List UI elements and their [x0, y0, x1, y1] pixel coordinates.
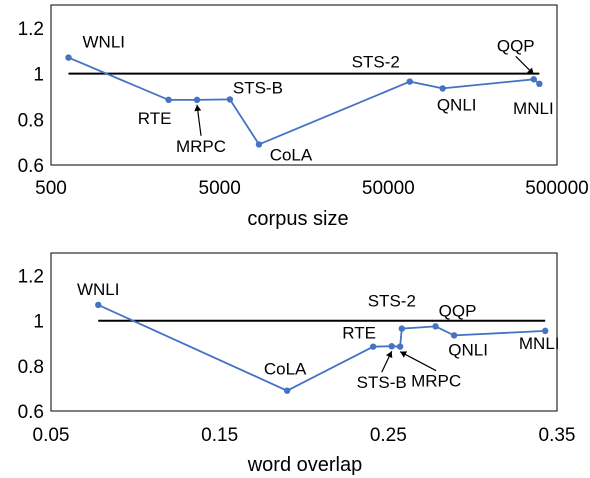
y-tick-label: 0.8	[18, 357, 44, 378]
x-axis-title: corpus size	[247, 208, 348, 230]
data-point-mrpc	[193, 96, 201, 104]
point-label-mrpc: MRPC	[411, 372, 461, 391]
y-tick-label: 1.2	[18, 267, 44, 288]
data-point-qnli	[450, 332, 458, 339]
data-point-sts-2	[398, 325, 406, 332]
data-point-mnli	[536, 80, 543, 88]
point-label-mnli: MNLI	[519, 334, 560, 353]
arrowhead-mrpc	[400, 351, 408, 358]
point-label-sts-2: STS-2	[368, 292, 416, 311]
arrow-mrpc	[399, 351, 437, 372]
label-arrows	[194, 55, 535, 136]
arrowhead-sts-b	[385, 351, 393, 359]
x-tick-label: 0.05	[33, 425, 70, 446]
point-label-cola: CoLA	[270, 145, 313, 164]
point-label-sts-b: STS-B	[357, 373, 407, 392]
data-point-sts-b	[226, 96, 234, 103]
x-axis-title: word overlap	[247, 454, 363, 476]
y-tick-label: 1	[33, 65, 44, 86]
data-point-mnli	[541, 327, 549, 335]
y-tick-label: 0.6	[18, 402, 44, 423]
x-tick-label: 5000	[199, 178, 241, 199]
x-tick-label: 500000	[525, 178, 588, 199]
y-tick-label: 1.2	[18, 19, 44, 40]
data-point-mrpc	[396, 343, 404, 350]
point-label-cola: CoLA	[264, 360, 307, 379]
label-arrows	[381, 350, 437, 373]
data-point-wnli	[65, 54, 72, 61]
point-label-rte: RTE	[138, 109, 172, 128]
y-tick-label: 0.6	[18, 156, 44, 177]
data-points	[65, 54, 543, 148]
x-tick-label: 0.35	[539, 425, 576, 446]
data-point-cola	[255, 141, 263, 148]
arrowhead-qqp	[527, 67, 534, 75]
point-label-mrpc: MRPC	[176, 137, 226, 156]
data-point-sts-2	[406, 78, 413, 85]
point-label-qqp: QQP	[497, 36, 535, 55]
chart-word-overlap: 0.05 0.15 0.25 0.35 0.6 0.8 1 1.2 WNLI CoLA RTE ST…	[18, 252, 576, 476]
plot-frame	[50, 252, 558, 412]
arrowhead-mrpc	[194, 104, 202, 112]
point-label-sts-b: STS-B	[233, 78, 283, 97]
data-point-cola	[283, 387, 291, 394]
data-point-wnli	[95, 301, 102, 309]
x-tick-label: 500	[35, 178, 67, 199]
point-label-mnli: MNLI	[513, 99, 554, 118]
x-tick-label: 0.15	[201, 425, 238, 446]
point-label-qnli: QNLI	[437, 95, 477, 114]
data-point-rte	[369, 343, 377, 350]
tick-labels: 500 5000 50000 500000 0.6 0.8 1 1.2	[18, 19, 589, 199]
data-point-qnli	[439, 85, 446, 92]
plot-frame	[50, 4, 558, 166]
y-tick-label: 0.8	[18, 110, 44, 131]
point-label-wnli: WNLI	[77, 280, 120, 299]
y-tick-label: 1	[33, 312, 44, 333]
x-tick-label: 0.25	[370, 425, 407, 446]
point-label-wnli: WNLI	[83, 33, 126, 52]
data-point-qqp	[530, 76, 537, 83]
x-tick-label: 50000	[362, 178, 415, 199]
point-labels: WNLI CoLA RTE STS-B MRPC STS-2 QQP QNLI MNLI	[77, 280, 560, 392]
point-label-sts-2: STS-2	[352, 53, 400, 72]
point-label-rte: RTE	[342, 324, 376, 343]
data-point-sts-b	[388, 343, 395, 350]
data-point-rte	[165, 96, 172, 104]
data-points	[95, 301, 549, 394]
point-label-qnli: QNLI	[448, 340, 488, 359]
data-point-qqp	[432, 323, 439, 330]
chart-corpus-size: 500 5000 50000 500000 0.6 0.8 1 1.2 WNLI RTEMRPC…	[18, 4, 589, 230]
tick-labels: 0.05 0.15 0.25 0.35 0.6 0.8 1 1.2	[18, 267, 576, 446]
point-label-qqp: QQP	[439, 301, 477, 320]
